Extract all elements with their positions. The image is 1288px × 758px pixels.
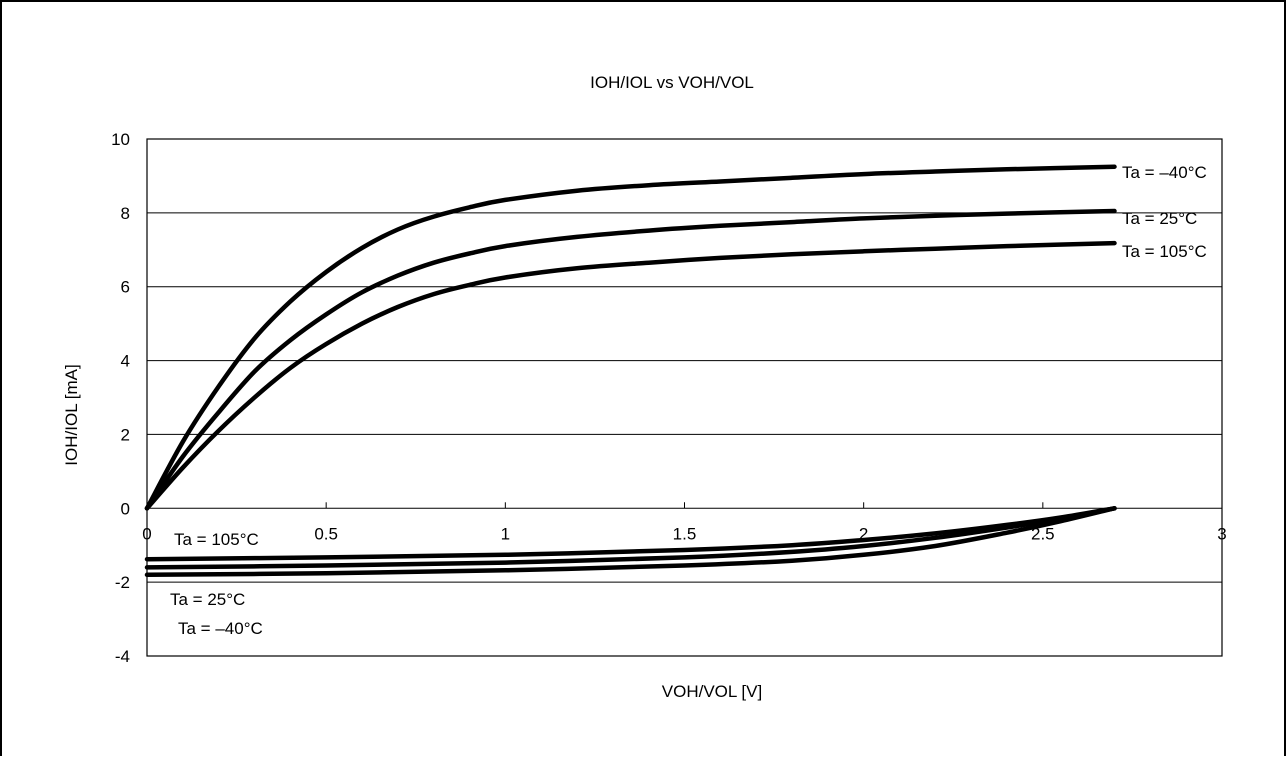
- axis-ticks: 0 0.5 1 1.5 2 2.5 3 -4 -2 0 2 4 6 8 10: [111, 130, 1227, 666]
- y-tick-label: 0: [121, 499, 130, 518]
- series-line-iol-3: [144, 506, 1117, 562]
- x-axis-label: VOH/VOL [V]: [662, 682, 762, 701]
- series-label: Ta = 105°C: [1122, 242, 1207, 261]
- y-tick-label: 2: [121, 425, 130, 444]
- series-line-ioh-1: [144, 208, 1117, 511]
- x-tick-label: 0.5: [314, 524, 338, 543]
- x-tick-label: 2: [859, 524, 868, 543]
- x-tick-label: 2.5: [1031, 524, 1055, 543]
- x-tick-label: 0: [142, 524, 151, 543]
- chart-title: IOH/IOL vs VOH/VOL: [590, 73, 754, 92]
- series-label: Ta = 25°C: [1122, 209, 1197, 228]
- x-tick-label: 3: [1217, 524, 1226, 543]
- series-line-ioh-2: [144, 240, 1117, 511]
- series-label: Ta = 25°C: [170, 590, 245, 609]
- y-tick-label: 4: [121, 352, 130, 371]
- y-tick-label: -2: [115, 573, 130, 592]
- y-axis-label: IOH/IOL [mA]: [62, 364, 81, 465]
- series-line-iol-5: [144, 506, 1117, 578]
- series-label: Ta = –40°C: [178, 619, 263, 638]
- series-lines: [144, 164, 1117, 578]
- series-line-iol-4: [144, 506, 1117, 570]
- y-tick-label: -4: [115, 647, 130, 666]
- series-line-ioh-0: [144, 164, 1117, 511]
- x-tick-label: 1: [501, 524, 510, 543]
- x-tick-label: 1.5: [673, 524, 697, 543]
- y-tick-label: 8: [121, 204, 130, 223]
- plot-area: [146, 138, 1223, 657]
- y-tick-label: 6: [121, 278, 130, 297]
- series-labels: Ta = –40°C Ta = 25°C Ta = 105°C Ta = 105°C T…: [170, 163, 1207, 638]
- y-tick-label: 10: [111, 130, 130, 149]
- series-label: Ta = –40°C: [1122, 163, 1207, 182]
- series-label: Ta = 105°C: [174, 530, 259, 549]
